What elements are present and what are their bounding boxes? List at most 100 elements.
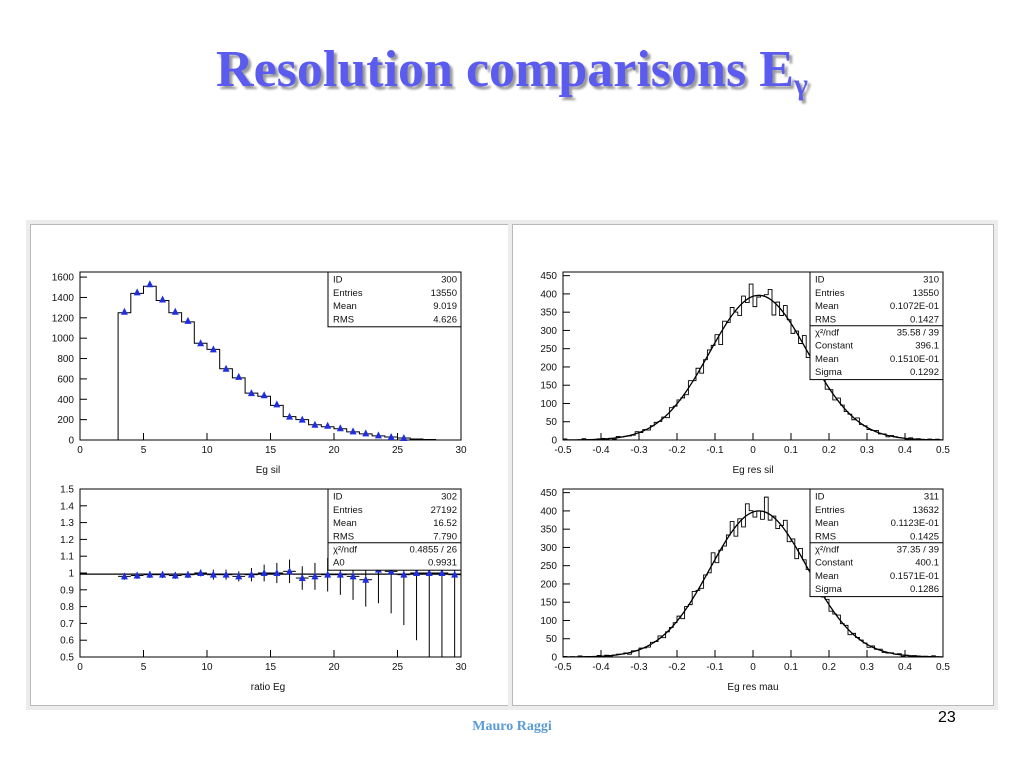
x-tick-label: -0.2 <box>668 662 686 673</box>
x-tick-label: -0.5 <box>554 662 572 673</box>
stats-value: 311 <box>924 492 939 503</box>
y-tick-label: 1600 <box>52 273 75 284</box>
stats-value: 310 <box>923 275 939 286</box>
slide-title-text: Resolution comparisons E <box>216 41 794 98</box>
stats-label: RMS <box>333 314 354 325</box>
stats-value: 0.1123E-01 <box>891 518 939 529</box>
data-point-marker <box>120 307 128 315</box>
x-tick-label: -0.4 <box>592 445 610 456</box>
data-point-marker <box>120 572 128 580</box>
data-point-marker <box>298 415 306 423</box>
data-point-marker <box>133 571 141 579</box>
data-point-marker <box>451 570 459 578</box>
x-tick-label: -0.4 <box>592 662 610 673</box>
data-point-marker <box>247 389 255 397</box>
y-tick-label: 350 <box>540 525 557 536</box>
stats-label: ID <box>333 275 343 286</box>
data-point-marker <box>222 364 230 372</box>
x-tick-label: -0.1 <box>706 445 724 456</box>
x-tick-label: 30 <box>455 662 467 673</box>
stats-box <box>327 488 462 571</box>
data-point-marker <box>438 569 446 576</box>
stats-label: Mean <box>333 301 357 312</box>
data-point-marker <box>184 570 192 578</box>
stats-label: ID <box>815 492 825 503</box>
data-point-marker <box>247 570 255 578</box>
stats-box <box>327 271 462 328</box>
stats-value: 302 <box>441 492 457 503</box>
y-tick-label: 600 <box>57 374 74 385</box>
y-tick-label: 800 <box>57 354 74 365</box>
y-tick-label: 1000 <box>52 334 75 345</box>
stats-label: Entries <box>333 288 363 299</box>
y-tick-label: 0.7 <box>60 619 74 630</box>
stats-label: χ²/ndf <box>815 328 839 339</box>
data-point-marker <box>273 400 281 408</box>
y-tick-label: 1.4 <box>60 501 74 512</box>
stats-value: 300 <box>441 275 457 286</box>
x-tick-label: -0.3 <box>630 662 648 673</box>
y-tick-label: 450 <box>540 271 557 282</box>
x-tick-label: 0.5 <box>936 445 950 456</box>
stats-value: 13550 <box>913 288 939 299</box>
y-tick-label: 1400 <box>52 293 75 304</box>
stats-label: RMS <box>815 314 836 325</box>
stats-label: Constant <box>815 341 853 352</box>
stats-value: 13550 <box>431 288 457 299</box>
data-point-marker <box>171 307 179 315</box>
y-tick-label: 0 <box>68 436 74 447</box>
stats-value: 0.1427 <box>910 314 939 325</box>
footer-author: Mauro Raggi <box>472 719 552 734</box>
data-point-marker <box>425 569 433 576</box>
stats-label: RMS <box>815 531 836 542</box>
stats-label: χ²/ndf <box>815 545 839 556</box>
y-tick-label: 1.5 <box>60 485 74 496</box>
x-tick-label: 0.2 <box>822 445 836 456</box>
data-point-marker <box>273 569 281 576</box>
x-tick-label: -0.1 <box>706 662 724 673</box>
y-tick-label: 0.8 <box>60 602 74 613</box>
x-axis-label: Eg res mau <box>727 682 778 693</box>
y-tick-label: 200 <box>540 362 557 373</box>
x-tick-label: 0.3 <box>860 445 874 456</box>
y-tick-label: 1.2 <box>60 535 74 546</box>
y-tick-label: 150 <box>540 598 557 609</box>
gaussian-fit-curve <box>562 510 943 658</box>
x-tick-label: 20 <box>328 445 340 456</box>
plot-2: 0 50 100 150 200 250 300 350 400 450 -0.5 -0.4 -0.3 -… <box>540 271 950 476</box>
x-tick-label: 0.3 <box>860 662 874 673</box>
x-tick-label: 25 <box>392 662 404 673</box>
data-point-marker <box>146 280 154 288</box>
y-tick-label: 200 <box>540 579 557 590</box>
x-tick-label: 5 <box>141 445 147 456</box>
stats-label: Entries <box>815 505 845 516</box>
data-point-marker <box>209 345 217 353</box>
y-tick-label: 50 <box>546 634 558 645</box>
data-point-marker <box>184 316 192 324</box>
y-tick-label: 450 <box>540 488 557 499</box>
stats-value: 0.1571E-01 <box>890 571 939 582</box>
stats-value: 0.9931 <box>428 558 457 569</box>
y-tick-label: 250 <box>540 344 557 355</box>
stats-label: Mean <box>333 518 357 529</box>
data-point-marker <box>286 412 294 420</box>
stats-label: ID <box>815 275 825 286</box>
data-point-marker <box>349 427 357 435</box>
data-point-marker <box>298 574 306 582</box>
stats-value: 0.1292 <box>910 367 939 378</box>
data-point-marker <box>159 570 167 578</box>
x-tick-label: 15 <box>265 662 277 673</box>
x-tick-label: 0 <box>750 445 756 456</box>
y-tick-label: 1200 <box>52 313 75 324</box>
plot-1: 0 200 400 600 800 1000 1200 1400 1600 0 5 10 15 20 25 3… <box>52 271 467 476</box>
stats-value: 16.52 <box>433 518 457 529</box>
y-tick-label: 1.1 <box>60 552 74 563</box>
data-point-marker <box>235 572 243 580</box>
stats-value: 9.019 <box>433 301 457 312</box>
stats-label: Mean <box>815 354 839 365</box>
stats-label: χ²/ndf <box>333 545 357 556</box>
data-point-marker <box>197 339 205 347</box>
stats-value: 13632 <box>913 505 939 516</box>
stats-value: 0.1072E-01 <box>890 301 939 312</box>
slide-title: Resolution comparisons Eγ <box>0 40 1024 102</box>
